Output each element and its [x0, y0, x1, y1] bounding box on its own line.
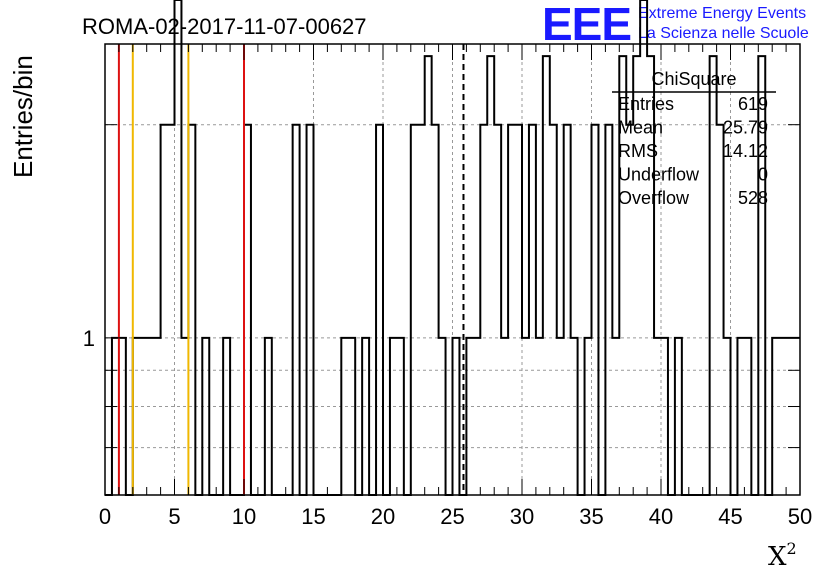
y-axis-label: Entries/bin — [8, 55, 38, 178]
chart-title: ROMA-02-2017-11-07-00627 — [82, 14, 367, 39]
eee-logo-line1: Extreme Energy Events — [638, 5, 806, 22]
histogram-bin — [418, 125, 425, 495]
histogram-bin — [244, 125, 251, 495]
x-tick-label: 35 — [579, 504, 603, 529]
eee-logo: EEE Extreme Energy Events La Scienza nel… — [542, 0, 809, 50]
histogram-bin — [397, 338, 404, 495]
histogram-bin — [592, 125, 599, 495]
x-tick-label: 50 — [788, 504, 812, 529]
stats-row-value: 528 — [738, 188, 768, 208]
histogram-bin — [522, 338, 529, 495]
x-axis-label-base: X — [768, 542, 787, 572]
histogram-bin — [508, 125, 515, 495]
histogram-bin — [494, 125, 501, 495]
histogram-bin — [515, 125, 522, 495]
x-tick-label: 25 — [440, 504, 464, 529]
histogram-bin — [480, 125, 487, 495]
histogram-bin — [640, 0, 647, 495]
stats-box: ChiSquare Entries 619 Mean 25.79 RMS 14.12 Und… — [612, 69, 776, 208]
stats-row-value: 619 — [738, 94, 768, 114]
histogram-bin — [154, 338, 161, 495]
grid — [105, 44, 800, 495]
histogram-bin — [432, 125, 439, 495]
histogram-bin — [612, 338, 619, 495]
histogram-bin — [112, 338, 119, 495]
histogram-bin — [181, 338, 188, 495]
histogram-bin — [341, 338, 348, 495]
histogram-bin — [147, 338, 154, 495]
x-axis-label: X2 — [768, 539, 797, 572]
histogram-bin — [536, 338, 543, 495]
x-tick-label: 10 — [232, 504, 256, 529]
stats-row-label: Overflow — [618, 188, 690, 208]
reference-lines — [117, 44, 465, 495]
histogram-bin — [161, 125, 168, 495]
histogram-bin — [786, 338, 793, 495]
histogram-bin — [710, 56, 717, 495]
stats-row-value: 14.12 — [723, 141, 768, 161]
stats-row-label: Underflow — [618, 165, 700, 185]
histogram-bin — [411, 125, 418, 495]
x-tick-label: 15 — [301, 504, 325, 529]
stats-row-label: RMS — [618, 141, 658, 161]
stats-row-label: Entries — [618, 94, 674, 114]
histogram-bin — [779, 338, 786, 495]
eee-logo-mark: EEE — [542, 0, 631, 50]
x-tick-label: 45 — [718, 504, 742, 529]
histogram-bin — [793, 338, 800, 495]
histogram-bin — [529, 125, 536, 495]
histogram-bin — [661, 338, 668, 495]
x-tick-label: 5 — [168, 504, 180, 529]
eee-logo-line2: La Scienza nelle Scuole — [638, 25, 809, 42]
histogram-bin — [543, 56, 550, 495]
histogram-bin — [466, 338, 473, 495]
axes: 0 5 10 15 20 25 30 35 40 45 50 1 — [83, 43, 812, 529]
histogram-bin — [557, 338, 564, 495]
histogram-bin — [724, 338, 731, 495]
histogram-bin — [550, 125, 557, 495]
x-axis-label-superscript: 2 — [787, 539, 797, 558]
histogram-bin — [501, 338, 508, 495]
x-tick-label: 0 — [99, 504, 111, 529]
x-tick-label: 20 — [371, 504, 395, 529]
x-tick-label: 40 — [649, 504, 673, 529]
histogram-bin — [376, 125, 383, 495]
histogram-bin — [119, 338, 126, 495]
histogram-bin — [223, 338, 230, 495]
histogram-bin — [175, 0, 182, 495]
histogram-bin — [168, 125, 175, 495]
histogram-bin — [737, 338, 744, 495]
histogram-bin — [188, 125, 195, 495]
histogram-bin — [564, 125, 571, 495]
histogram-bin — [348, 338, 355, 495]
histogram-bin — [140, 338, 147, 495]
histogram-bin — [390, 338, 397, 495]
histogram-bin — [585, 338, 592, 495]
histogram-bin — [654, 338, 661, 495]
histogram-bin — [772, 338, 779, 495]
histogram-bin — [439, 338, 446, 495]
histogram-bin — [487, 56, 494, 495]
histogram-bin — [744, 338, 751, 495]
stats-row-value: 25.79 — [723, 118, 768, 138]
stats-row-value: 0 — [758, 165, 768, 185]
x-tick-label: 30 — [510, 504, 534, 529]
stats-row-label: Mean — [618, 118, 663, 138]
histogram-bin — [571, 338, 578, 495]
histogram-bin — [717, 125, 724, 495]
histogram-bin — [133, 338, 140, 495]
histogram-bin — [293, 125, 300, 495]
histogram-bin — [362, 338, 369, 495]
histogram-bin — [605, 125, 612, 495]
y-tick-label: 1 — [83, 326, 95, 351]
histogram-bin — [473, 338, 480, 495]
histogram-bin — [265, 338, 272, 495]
histogram-bin — [202, 338, 209, 495]
histogram-bin — [307, 125, 314, 495]
histogram-bin — [675, 338, 682, 495]
histogram-bin — [425, 56, 432, 495]
stats-box-title: ChiSquare — [651, 69, 736, 89]
histogram-bin — [453, 338, 460, 495]
